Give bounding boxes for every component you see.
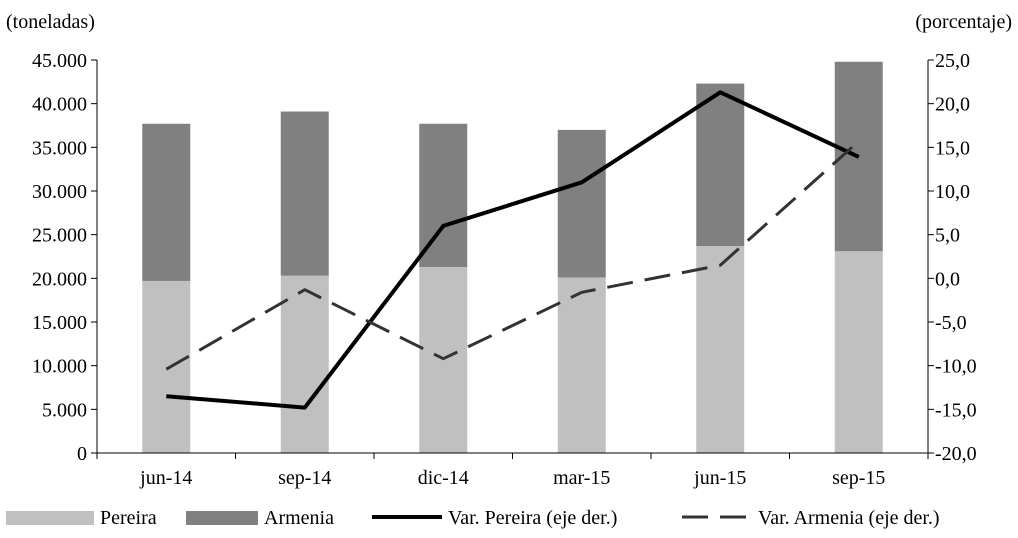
lines-layer <box>165 90 860 410</box>
left-tick-label: 25.000 <box>32 225 87 247</box>
left-tick-label: 45.000 <box>32 50 87 72</box>
x-tick-label: sep-15 <box>832 467 885 489</box>
left-axis-unit-label: (toneladas) <box>6 11 95 33</box>
x-tick-label: jun-14 <box>139 467 192 489</box>
legend-label-var-pereira-eje-der-: Var. Pereira (eje der.) <box>448 507 617 529</box>
bar-pereira-jun-14 <box>142 280 191 453</box>
bar-armenia-jun-14 <box>142 123 191 281</box>
right-tick-label: 5,0 <box>935 225 960 247</box>
x-tick-label: mar-15 <box>553 467 610 489</box>
right-tick-label: -5,0 <box>935 312 967 334</box>
left-tick-label: 5.000 <box>42 399 87 421</box>
right-tick-label: 15,0 <box>935 137 970 159</box>
legend-label-var-armenia-eje-der-: Var. Armenia (eje der.) <box>758 507 940 529</box>
bar-armenia-dic-14 <box>419 123 468 267</box>
left-tick-label: 40.000 <box>32 94 87 116</box>
legend-swatch-armenia <box>186 511 258 525</box>
bar-pereira-sep-14 <box>280 275 329 453</box>
bar-pereira-mar-15 <box>557 277 606 453</box>
line-var-armenia-eje-der- <box>165 140 860 371</box>
x-tick-label: sep-14 <box>278 467 331 489</box>
line-var-pereira-eje-der- <box>166 90 860 410</box>
right-tick-label: 20,0 <box>935 94 970 116</box>
bar-pereira-sep-15 <box>834 251 883 453</box>
right-axis-unit-label: (porcentaje) <box>915 11 1012 33</box>
legend-label-pereira: Pereira <box>100 507 157 529</box>
right-tick-label: -10,0 <box>935 356 977 378</box>
left-tick-label: 30.000 <box>32 181 87 203</box>
left-tick-label: 20.000 <box>32 268 87 290</box>
left-tick-label: 10.000 <box>32 356 87 378</box>
x-tick-label: jun-15 <box>693 467 746 489</box>
right-tick-label: -15,0 <box>935 399 977 421</box>
bar-armenia-sep-14 <box>280 111 329 276</box>
right-tick-label: 10,0 <box>935 181 970 203</box>
bar-pereira-jun-15 <box>696 246 745 453</box>
right-tick-label: 25,0 <box>935 50 970 72</box>
axes-layer: 0 5.000 10.000 15.000 20.000 25.000 30.000 35.0… <box>32 50 977 489</box>
right-tick-label: 0,0 <box>935 268 960 290</box>
bar-armenia-mar-15 <box>557 129 606 278</box>
legend-swatch-pereira <box>6 511 94 525</box>
bars-layer <box>142 61 883 453</box>
bar-armenia-jun-15 <box>696 83 745 247</box>
right-tick-label: -20,0 <box>935 443 977 465</box>
left-tick-label: 35.000 <box>32 137 87 159</box>
legend: Pereira Armenia Var. Pereira (eje der.) Var… <box>6 507 940 529</box>
left-tick-label: 0 <box>77 443 87 465</box>
left-tick-label: 15.000 <box>32 312 87 334</box>
x-tick-label: dic-14 <box>418 467 469 489</box>
legend-label-armenia: Armenia <box>264 507 334 529</box>
